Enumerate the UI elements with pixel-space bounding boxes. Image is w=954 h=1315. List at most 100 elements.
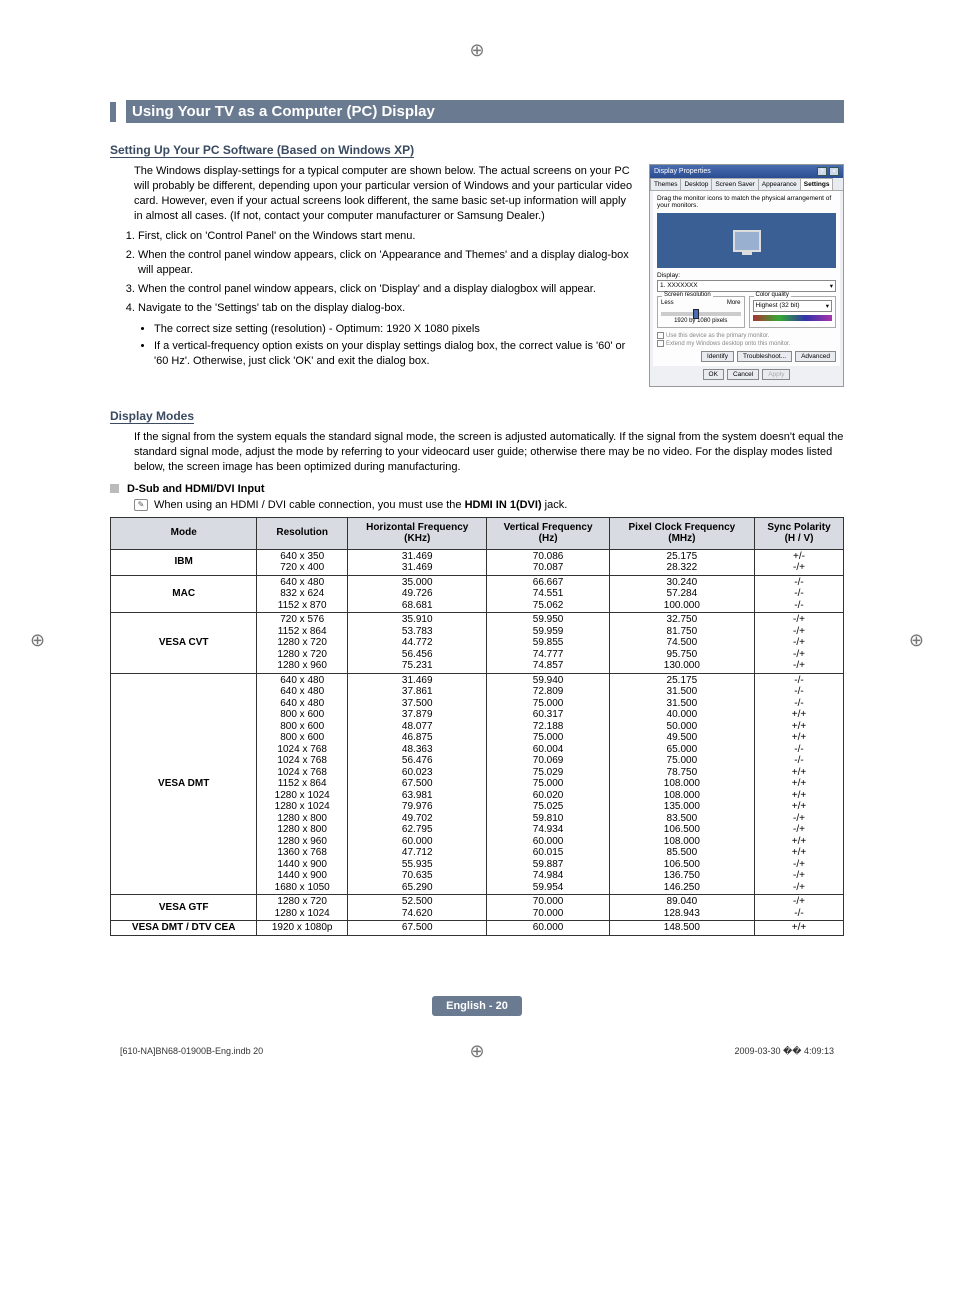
data-cell: 1920 x 1080p bbox=[257, 921, 348, 936]
data-cell: +/+ bbox=[755, 921, 844, 936]
data-cell: 59.940 72.809 75.000 60.317 72.188 75.00… bbox=[487, 673, 609, 895]
table-row: VESA CVT720 x 576 1152 x 864 1280 x 720 … bbox=[111, 613, 844, 674]
data-cell: 640 x 480 640 x 480 640 x 480 800 x 600 … bbox=[257, 673, 348, 895]
setup-bullets: The correct size setting (resolution) - … bbox=[154, 322, 637, 370]
dsub-hdmi-label-row: D-Sub and HDMI/DVI Input bbox=[110, 483, 844, 495]
color-quality-select[interactable]: Highest (32 bit) ▾ bbox=[753, 300, 833, 312]
step-4: Navigate to the 'Settings' tab on the di… bbox=[138, 301, 637, 316]
identify-button[interactable]: Identify bbox=[701, 351, 734, 362]
data-cell: 60.000 bbox=[487, 921, 609, 936]
color-quality-group: Color quality Highest (32 bit) ▾ bbox=[749, 296, 837, 328]
chevron-down-icon: ▾ bbox=[826, 302, 829, 310]
col-syncpolarity: Sync Polarity (H / V) bbox=[755, 517, 844, 549]
ok-button[interactable]: OK bbox=[703, 369, 724, 380]
data-cell: 70.000 70.000 bbox=[487, 895, 609, 921]
tab-themes[interactable]: Themes bbox=[650, 178, 681, 190]
data-cell: -/+ -/+ -/+ -/+ -/+ bbox=[755, 613, 844, 674]
data-cell: 1280 x 720 1280 x 1024 bbox=[257, 895, 348, 921]
data-cell: -/+ -/- bbox=[755, 895, 844, 921]
display-modes-heading: Display Modes bbox=[110, 409, 194, 424]
data-cell: 35.000 49.726 68.681 bbox=[347, 575, 487, 613]
col-mode: Mode bbox=[111, 517, 257, 549]
data-cell: 31.469 31.469 bbox=[347, 549, 487, 575]
footer-left: [610-NA]BN68-01900B-Eng.indb 20 bbox=[120, 1046, 263, 1057]
display-properties-dialog: Display Properties ? × Themes Desktop Sc… bbox=[649, 164, 844, 387]
apply-button[interactable]: Apply bbox=[762, 369, 790, 380]
mode-cell: VESA CVT bbox=[111, 613, 257, 674]
cancel-button[interactable]: Cancel bbox=[727, 369, 759, 380]
table-row: IBM640 x 350 720 x 40031.469 31.46970.08… bbox=[111, 549, 844, 575]
mode-cell: MAC bbox=[111, 575, 257, 613]
col-pixelclock: Pixel Clock Frequency (MHz) bbox=[609, 517, 754, 549]
data-cell: 59.950 59.959 59.855 74.777 74.857 bbox=[487, 613, 609, 674]
resolution-value: 1920 by 1080 pixels bbox=[661, 318, 741, 324]
extend-desktop-checkbox[interactable]: Extend my Windows desktop onto this moni… bbox=[657, 340, 836, 347]
table-row: MAC640 x 480 832 x 624 1152 x 87035.000 … bbox=[111, 575, 844, 613]
close-icon[interactable]: × bbox=[829, 167, 839, 176]
display-modes-table: Mode Resolution Horizontal Frequency (KH… bbox=[110, 517, 844, 936]
dialog-tabs: Themes Desktop Screen Saver Appearance S… bbox=[650, 178, 843, 191]
registration-mark-bottom: ⊕ bbox=[469, 1041, 484, 1062]
footer-right: 2009-03-30 �� 4:09:13 bbox=[734, 1046, 834, 1057]
data-cell: 70.086 70.087 bbox=[487, 549, 609, 575]
table-row: VESA GTF1280 x 720 1280 x 102452.500 74.… bbox=[111, 895, 844, 921]
mode-cell: VESA GTF bbox=[111, 895, 257, 921]
data-cell: +/- -/+ bbox=[755, 549, 844, 575]
data-cell: 25.175 28.322 bbox=[609, 549, 754, 575]
help-icon[interactable]: ? bbox=[817, 167, 827, 176]
note-icon: ✎ bbox=[134, 499, 148, 511]
table-row: VESA DMT / DTV CEA1920 x 1080p67.50060.0… bbox=[111, 921, 844, 936]
data-cell: 66.667 74.551 75.062 bbox=[487, 575, 609, 613]
monitor-preview-area bbox=[657, 213, 836, 268]
mode-cell: VESA DMT / DTV CEA bbox=[111, 921, 257, 936]
data-cell: -/- -/- -/- +/+ +/+ +/+ -/- -/- +/+ +/+ … bbox=[755, 673, 844, 895]
tab-appearance[interactable]: Appearance bbox=[758, 178, 801, 190]
step-2: When the control panel window appears, c… bbox=[138, 248, 637, 278]
tab-settings[interactable]: Settings bbox=[800, 178, 834, 190]
dialog-titlebar: Display Properties ? × bbox=[650, 165, 843, 178]
data-cell: -/- -/- -/- bbox=[755, 575, 844, 613]
main-title-bar: Using Your TV as a Computer (PC) Display bbox=[110, 100, 844, 123]
setup-steps: First, click on 'Control Panel' on the W… bbox=[138, 229, 637, 315]
setup-heading: Setting Up Your PC Software (Based on Wi… bbox=[110, 143, 414, 158]
primary-monitor-checkbox[interactable]: Use this device as the primary monitor. bbox=[657, 332, 836, 339]
hdmi-note: When using an HDMI / DVI cable connectio… bbox=[154, 499, 567, 511]
display-label: Display: bbox=[657, 272, 836, 279]
col-vfreq: Vertical Frequency (Hz) bbox=[487, 517, 609, 549]
data-cell: 148.500 bbox=[609, 921, 754, 936]
data-cell: 640 x 350 720 x 400 bbox=[257, 549, 348, 575]
bullet-1: The correct size setting (resolution) - … bbox=[154, 322, 637, 337]
mode-cell: VESA DMT bbox=[111, 673, 257, 895]
square-bullet-icon bbox=[110, 484, 119, 493]
data-cell: 35.910 53.783 44.772 56.456 75.231 bbox=[347, 613, 487, 674]
resolution-slider[interactable] bbox=[661, 312, 741, 316]
tab-screensaver[interactable]: Screen Saver bbox=[711, 178, 758, 190]
mode-cell: IBM bbox=[111, 549, 257, 575]
monitor-icon[interactable] bbox=[733, 230, 761, 252]
step-3: When the control panel window appears, c… bbox=[138, 282, 637, 297]
troubleshoot-button[interactable]: Troubleshoot... bbox=[737, 351, 792, 362]
drag-hint: Drag the monitor icons to match the phys… bbox=[657, 195, 836, 209]
dsub-label: D-Sub and HDMI/DVI Input bbox=[127, 483, 264, 495]
data-cell: 25.175 31.500 31.500 40.000 50.000 49.50… bbox=[609, 673, 754, 895]
data-cell: 67.500 bbox=[347, 921, 487, 936]
table-row: VESA DMT640 x 480 640 x 480 640 x 480 80… bbox=[111, 673, 844, 895]
bullet-2: If a vertical-frequency option exists on… bbox=[154, 339, 637, 369]
data-cell: 52.500 74.620 bbox=[347, 895, 487, 921]
display-select[interactable]: 1. XXXXXXX ▾ bbox=[657, 280, 836, 292]
data-cell: 31.469 37.861 37.500 37.879 48.077 46.87… bbox=[347, 673, 487, 895]
data-cell: 720 x 576 1152 x 864 1280 x 720 1280 x 7… bbox=[257, 613, 348, 674]
display-modes-intro: If the signal from the system equals the… bbox=[134, 430, 844, 475]
col-hfreq: Horizontal Frequency (KHz) bbox=[347, 517, 487, 549]
col-resolution: Resolution bbox=[257, 517, 348, 549]
main-title: Using Your TV as a Computer (PC) Display bbox=[126, 100, 844, 123]
tab-desktop[interactable]: Desktop bbox=[680, 178, 712, 190]
title-accent-bar bbox=[110, 102, 116, 122]
dialog-title: Display Properties bbox=[654, 168, 711, 175]
advanced-button[interactable]: Advanced bbox=[795, 351, 836, 362]
screen-resolution-group: Screen resolution Less More 1920 by 1080… bbox=[657, 296, 745, 328]
color-preview-bar bbox=[753, 315, 833, 321]
chevron-down-icon: ▾ bbox=[830, 282, 833, 290]
data-cell: 30.240 57.284 100.000 bbox=[609, 575, 754, 613]
data-cell: 89.040 128.943 bbox=[609, 895, 754, 921]
